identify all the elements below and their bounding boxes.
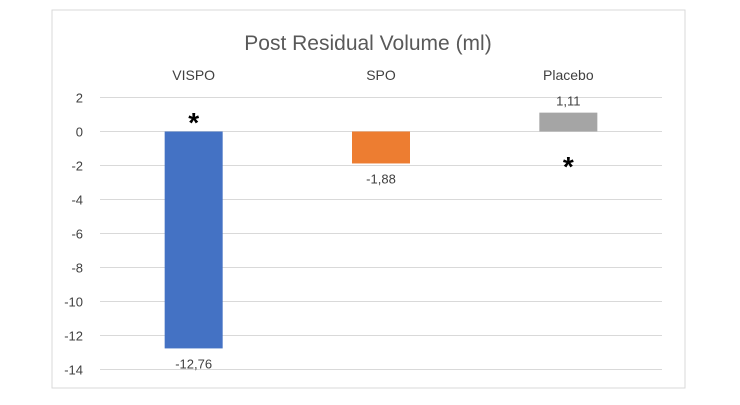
bar [539,112,598,132]
y-tick-label: -14 [64,363,83,378]
bar [352,131,410,164]
data-label: -1,88 [366,171,396,186]
category-labels: VISPO SPO Placebo [172,67,594,83]
y-tick-label: 0 [76,125,83,140]
significance-asterisk: * [563,151,574,182]
category-label: Placebo [543,67,594,83]
category-label: VISPO [172,67,215,83]
y-tick-label: 2 [76,91,83,106]
y-tick-label: -10 [64,295,83,310]
category-label: SPO [366,67,396,83]
bar [164,131,223,349]
y-tick-label: -12 [64,329,83,344]
y-axis-ticks: 2 0 -2 -4 -6 -8 -10 -12 -14 [64,91,83,378]
data-label: -12,76 [175,356,212,371]
annotations: ** [188,107,574,182]
significance-asterisk: * [188,107,199,138]
chart-title: Post Residual Volume (ml) [244,32,491,55]
data-labels: -12,76 -1,88 1,11 [175,94,580,372]
y-tick-label: -6 [71,227,83,242]
bars [164,112,598,349]
y-tick-label: -4 [71,193,83,208]
y-tick-label: -2 [71,159,83,174]
data-label: 1,11 [556,94,580,109]
y-tick-label: -8 [71,261,83,276]
